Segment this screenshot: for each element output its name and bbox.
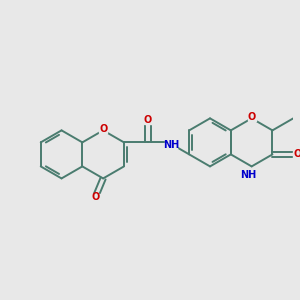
Text: NH: NH bbox=[241, 170, 257, 180]
Text: O: O bbox=[92, 193, 100, 202]
Bar bbox=[92, 194, 100, 201]
Bar bbox=[243, 169, 255, 181]
Bar bbox=[248, 114, 256, 121]
Bar bbox=[293, 151, 300, 158]
Text: NH: NH bbox=[163, 140, 179, 150]
Bar bbox=[99, 126, 107, 133]
Bar bbox=[144, 117, 152, 124]
Bar bbox=[165, 139, 178, 150]
Text: O: O bbox=[293, 149, 300, 159]
Text: O: O bbox=[99, 124, 107, 134]
Text: O: O bbox=[144, 116, 152, 125]
Text: O: O bbox=[248, 112, 256, 122]
